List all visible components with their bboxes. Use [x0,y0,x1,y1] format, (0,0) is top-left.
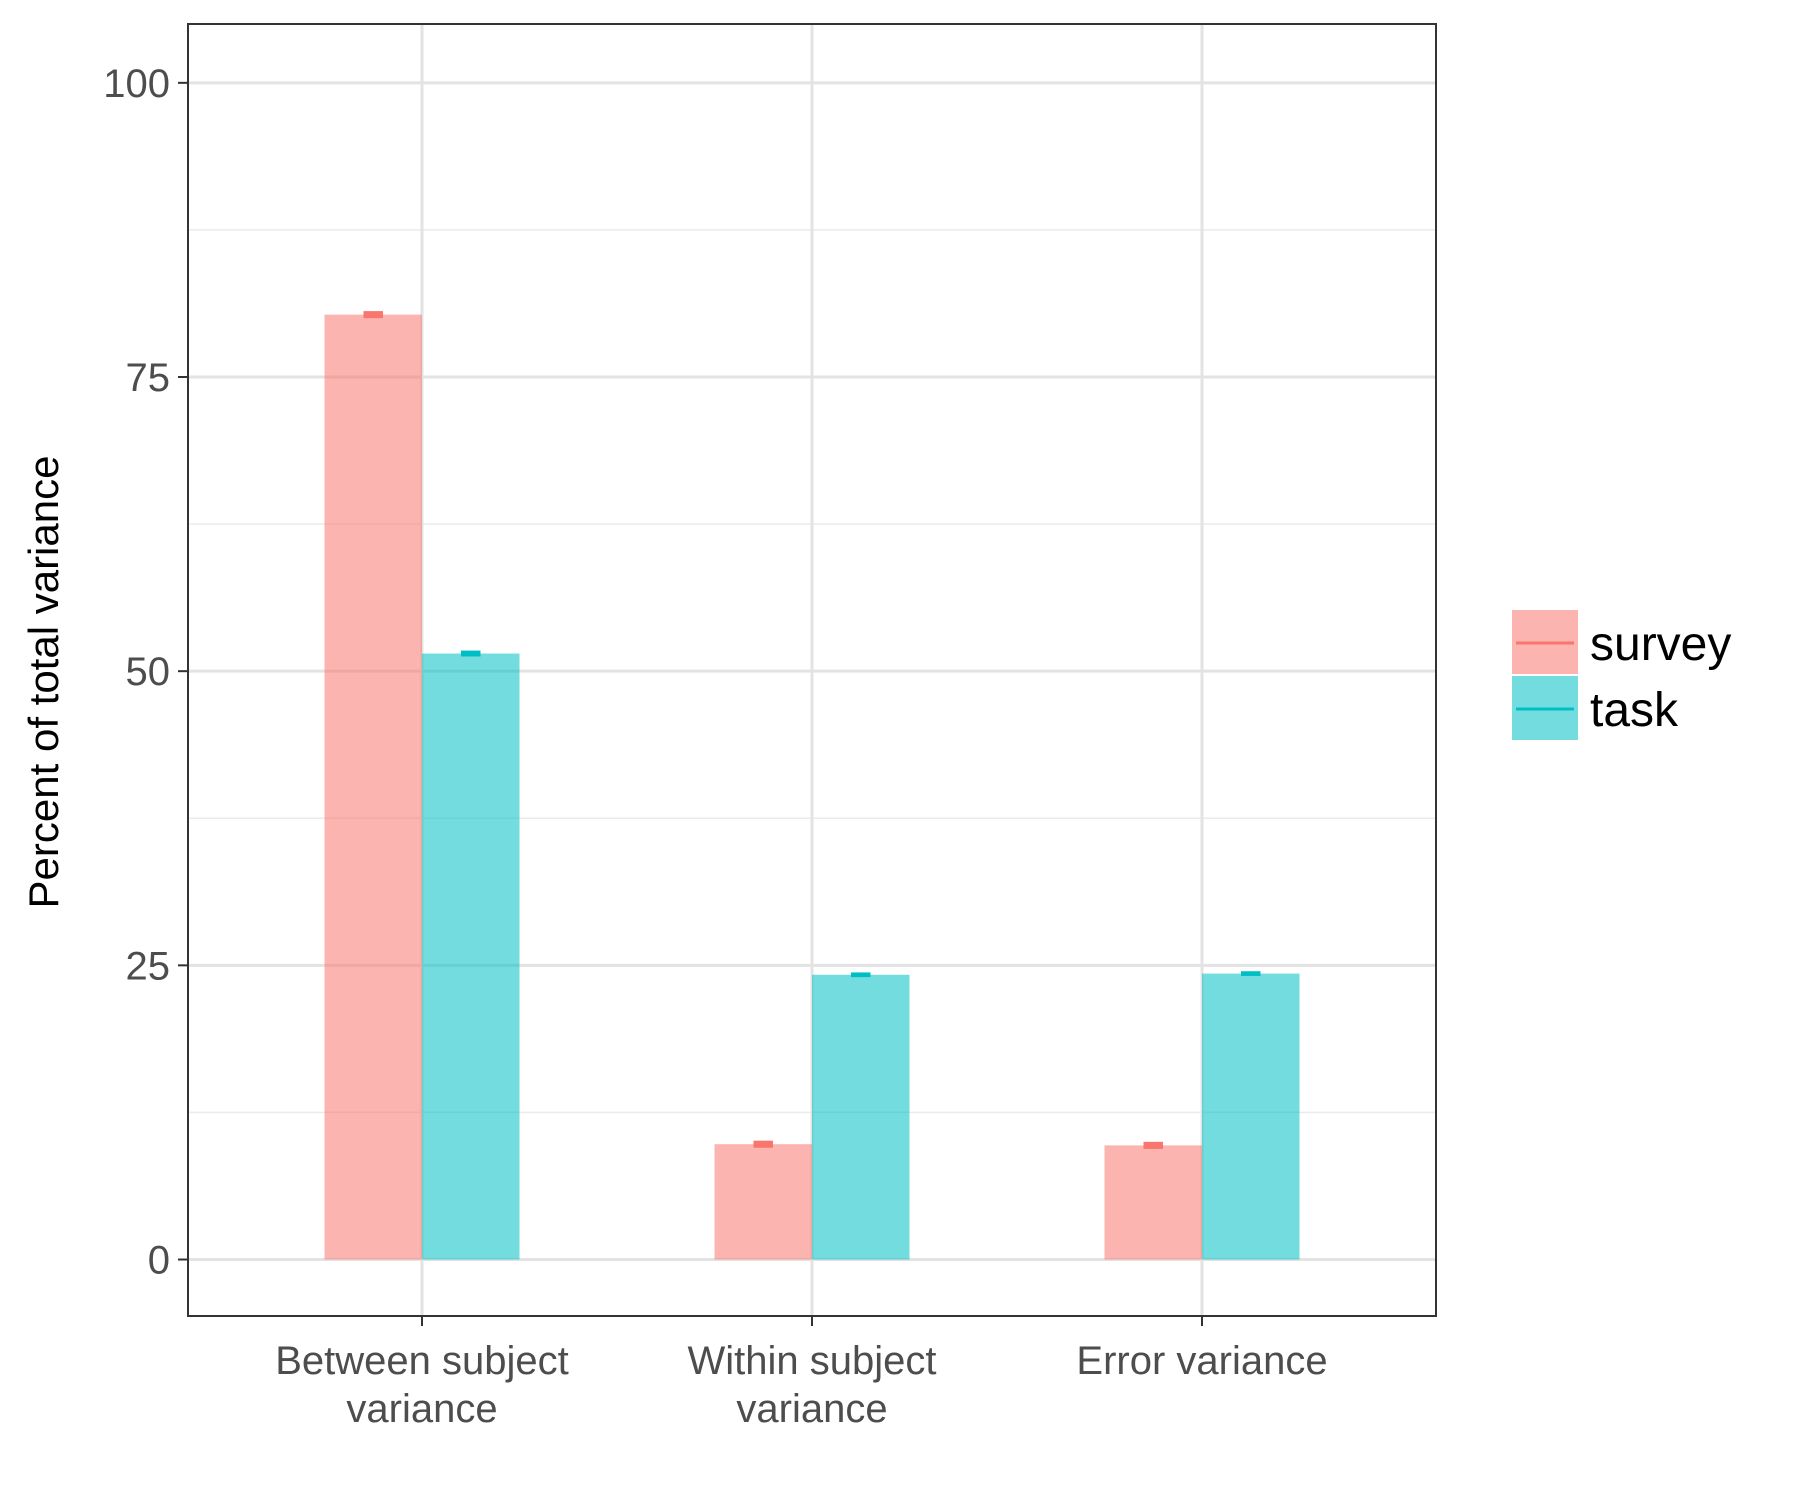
error-bar-task [461,650,481,657]
error-bar-survey [1143,1141,1163,1149]
y-axis-title: Percent of total variance [20,456,67,909]
x-tick-label: Between subject variance [275,1339,569,1431]
error-bar-survey [753,1140,773,1148]
x-tick-label: Error variance [1076,1339,1327,1383]
y-tick-label: 0 [148,1239,170,1283]
y-tick-label: 75 [126,356,171,400]
y-tick-label: 50 [126,650,171,694]
error-bar-task [851,972,871,978]
legend: survey task [1512,610,1731,740]
y-tick-label: 25 [126,944,171,988]
legend-label-task: task [1590,684,1679,737]
bar-task [422,653,520,1260]
y-tick-label: 100 [103,62,170,106]
axes: 0 25 50 75 100 Between subject variance Within … [103,62,1327,1431]
legend-label-survey: survey [1590,618,1731,671]
bars [324,311,1300,1260]
error-bar-survey [363,311,383,319]
bar-task [1202,973,1300,1260]
error-bar-task [1241,971,1261,976]
x-tick-label: Within subject variance [688,1339,937,1431]
bar-survey [1104,1145,1202,1260]
bar-task [812,974,910,1260]
bar-survey [324,314,422,1260]
bar-survey [714,1144,812,1260]
